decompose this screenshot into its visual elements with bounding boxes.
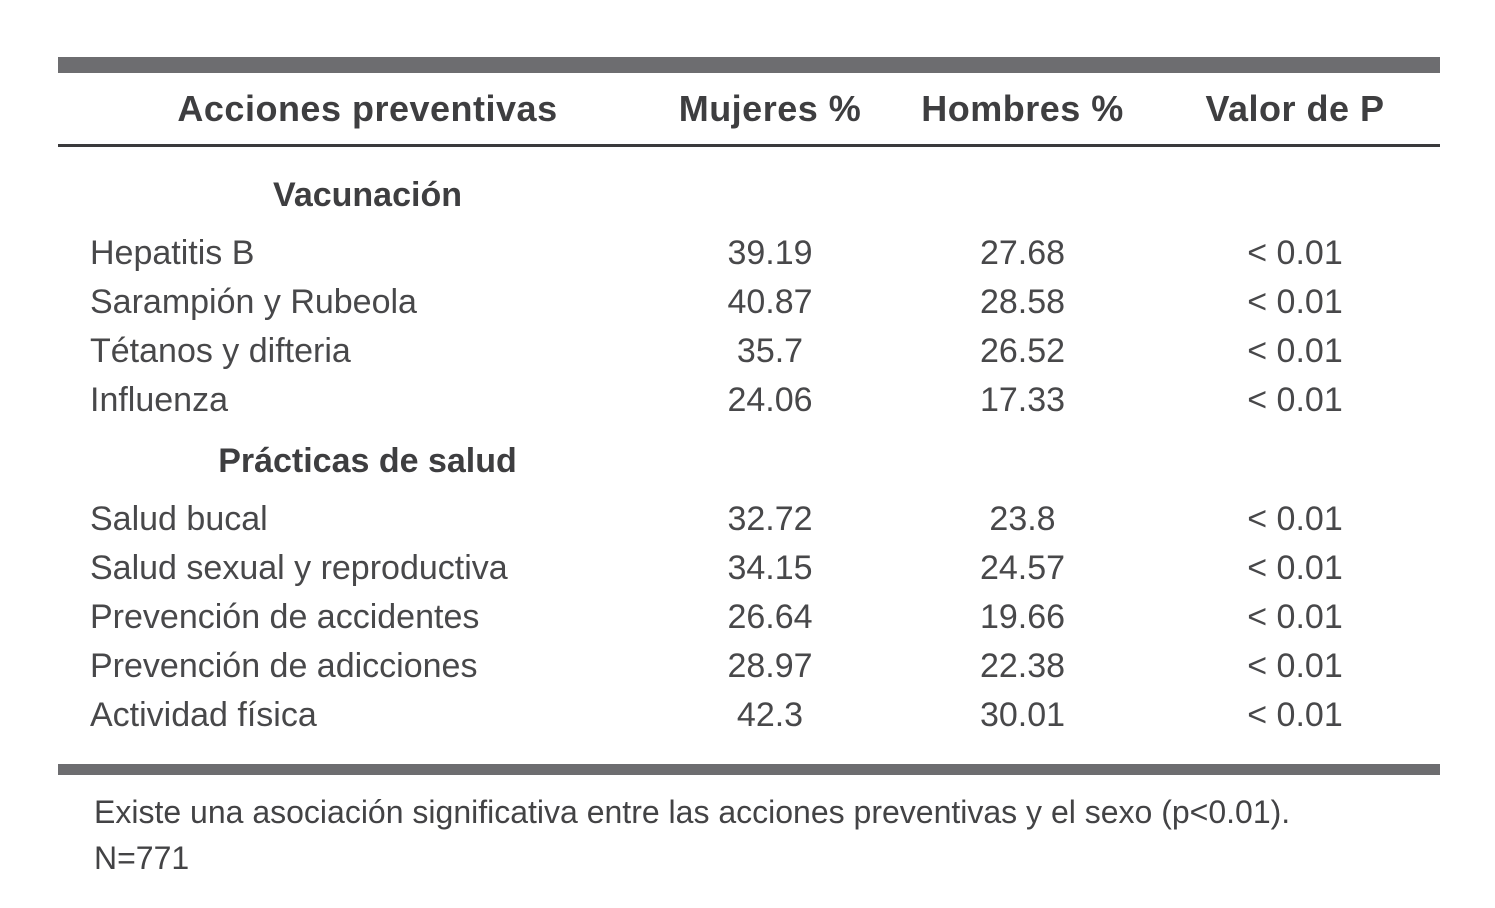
table-row: Tétanos y difteria 35.7 26.52 < 0.01 [58, 327, 1440, 376]
table-row: Salud sexual y reproductiva 34.15 24.57 … [58, 544, 1440, 593]
row-value-mujeres: 32.72 [727, 500, 813, 538]
row-value-hombres: 26.52 [979, 332, 1066, 370]
row-value-hombres: 27.68 [979, 234, 1066, 272]
row-value-mujeres: 28.97 [727, 647, 813, 685]
row-value-mujeres: 24.06 [727, 381, 813, 419]
column-header-hombres: Hombres % [921, 87, 1124, 129]
table-top-rule [58, 57, 1440, 73]
row-value-mujeres: 26.64 [727, 598, 813, 636]
row-value-hombres: 30.01 [979, 696, 1066, 734]
row-label: Sarampión y Rubeola [90, 283, 417, 321]
row-value-hombres: 24.57 [979, 549, 1066, 587]
row-value-p: < 0.01 [1247, 647, 1343, 685]
footnote-sample-size: N=771 [94, 840, 190, 876]
table-row: Sarampión y Rubeola 40.87 28.58 < 0.01 [58, 278, 1440, 327]
row-value-hombres: 23.8 [989, 500, 1056, 538]
row-value-mujeres: 34.15 [727, 549, 813, 587]
table-row: Hepatitis B 39.19 27.68 < 0.01 [58, 229, 1440, 278]
row-value-p: < 0.01 [1247, 696, 1343, 734]
row-label: Tétanos y difteria [90, 332, 351, 370]
row-value-hombres: 22.38 [979, 647, 1066, 685]
row-value-mujeres: 42.3 [736, 696, 804, 734]
row-value-mujeres: 39.19 [727, 234, 813, 272]
row-value-mujeres: 35.7 [736, 332, 804, 370]
table-row: Prevención de adicciones 28.97 22.38 < 0… [58, 642, 1440, 691]
table-row: Salud bucal 32.72 23.8 < 0.01 [58, 495, 1440, 544]
row-label: Hepatitis B [90, 234, 255, 272]
column-header-valor-p: Valor de P [1205, 87, 1385, 129]
row-value-p: < 0.01 [1247, 549, 1343, 587]
row-label: Influenza [90, 381, 228, 419]
row-value-p: < 0.01 [1247, 500, 1343, 538]
row-value-hombres: 28.58 [979, 283, 1066, 321]
row-value-p: < 0.01 [1247, 332, 1343, 370]
row-value-hombres: 19.66 [979, 598, 1066, 636]
row-value-p: < 0.01 [1247, 598, 1343, 636]
section-rows-practicas: Salud bucal 32.72 23.8 < 0.01 Salud sexu… [58, 495, 1440, 740]
table-bottom-rule [58, 764, 1440, 775]
row-label: Actividad física [90, 696, 317, 734]
section-title-practicas: Prácticas de salud [218, 442, 517, 480]
table-row: Prevención de accidentes 26.64 19.66 < 0… [58, 593, 1440, 642]
section-rows-vacunacion: Hepatitis B 39.19 27.68 < 0.01 Sarampión… [58, 229, 1440, 425]
row-label: Prevención de accidentes [90, 598, 480, 636]
footnote-association: Existe una asociación significativa entr… [94, 794, 1291, 830]
row-label: Salud sexual y reproductiva [90, 549, 508, 587]
row-label: Prevención de adicciones [90, 647, 478, 685]
row-value-mujeres: 40.87 [727, 283, 813, 321]
table-row: Actividad física 42.3 30.01 < 0.01 [58, 691, 1440, 740]
table-header-row: Acciones preventivas Mujeres % Hombres %… [58, 73, 1440, 147]
column-header-acciones: Acciones preventivas [177, 87, 558, 129]
row-value-hombres: 17.33 [979, 381, 1066, 419]
row-value-p: < 0.01 [1247, 381, 1343, 419]
row-label: Salud bucal [90, 500, 268, 538]
preventive-actions-table: Acciones preventivas Mujeres % Hombres %… [58, 57, 1440, 881]
table-footnotes: Existe una asociación significativa entr… [94, 789, 1440, 881]
row-value-p: < 0.01 [1247, 283, 1343, 321]
section-title-vacunacion: Vacunación [273, 176, 462, 214]
row-value-p: < 0.01 [1247, 234, 1343, 272]
column-header-mujeres: Mujeres % [678, 87, 862, 129]
table-row: Influenza 24.06 17.33 < 0.01 [58, 376, 1440, 425]
